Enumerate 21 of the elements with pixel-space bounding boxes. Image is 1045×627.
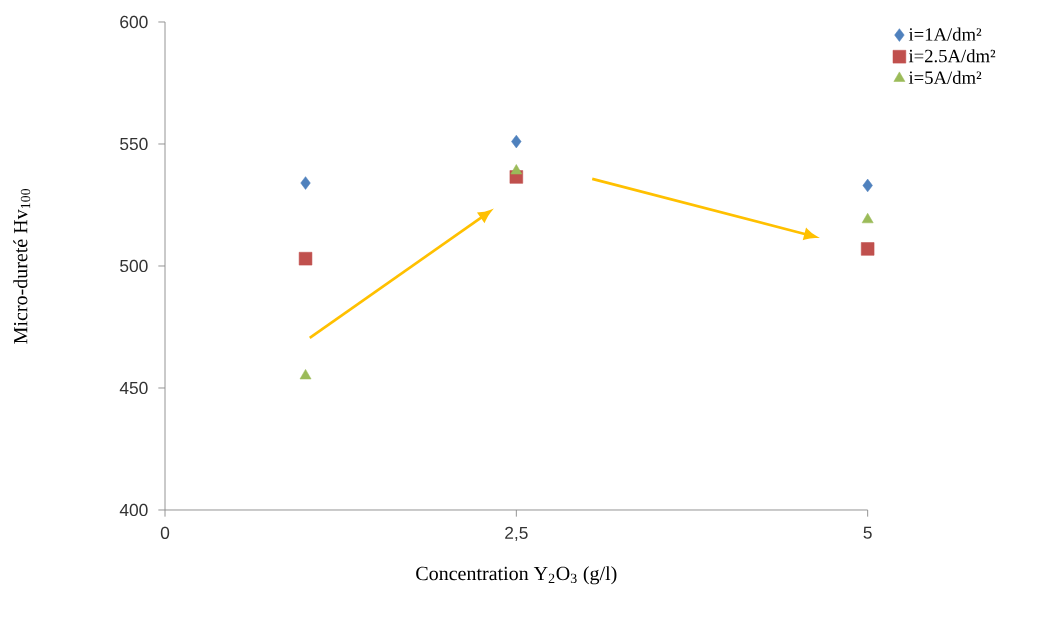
legend-label: i=2.5A/dm²	[908, 49, 996, 63]
y-tick-label: 550	[120, 137, 148, 151]
legend-label: i=5A/dm²	[908, 70, 982, 84]
point	[860, 242, 875, 256]
point	[300, 176, 311, 190]
x-tick-label: 0	[160, 526, 170, 539]
point	[510, 164, 523, 175]
y-tick-label: 500	[120, 259, 148, 273]
x-axis-title: Concentration Y$_{2}$O$_{3}$ (g/l)	[416, 566, 617, 585]
point	[861, 212, 874, 224]
point	[862, 178, 873, 193]
y-tick-label: 600	[120, 15, 148, 29]
point	[299, 369, 312, 380]
legend-label: i=1A/dm²	[908, 27, 982, 41]
x-tick-label: 2,5	[505, 526, 528, 542]
y-tick-label: 400	[119, 503, 148, 517]
y-axis-title: Micro-dureté Hv$_{100}$	[13, 188, 31, 344]
point	[511, 134, 522, 149]
point	[298, 252, 313, 266]
y-tick-label: 450	[119, 381, 148, 395]
x-tick-label: 5	[863, 526, 872, 539]
